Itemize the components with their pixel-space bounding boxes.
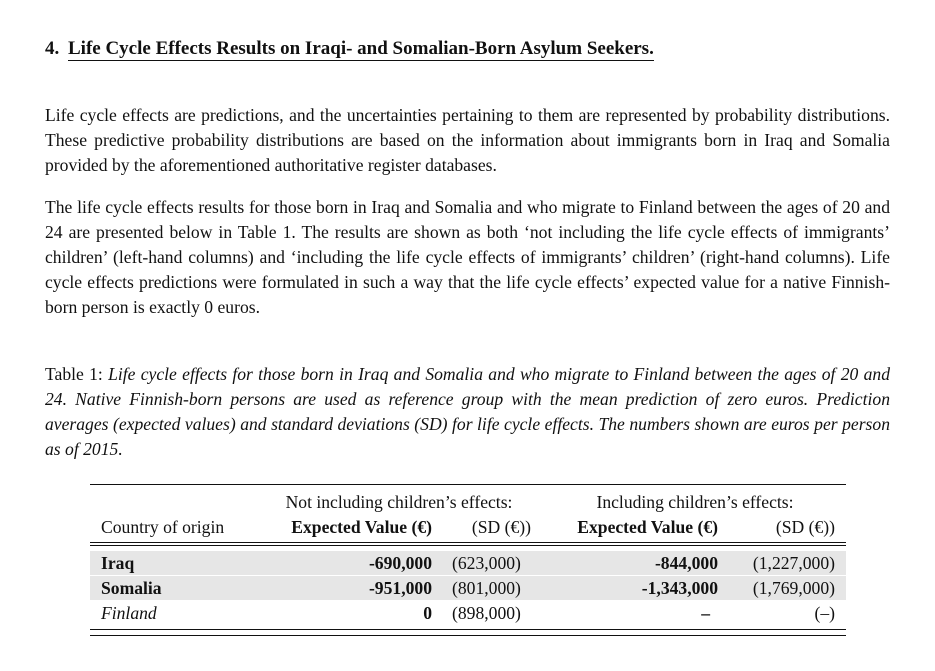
table-cell: -1,343,000	[641, 578, 718, 598]
table-cell: (898,000)	[452, 603, 521, 623]
table-rule	[90, 542, 846, 543]
group-header: Not including children’s effects:	[285, 492, 513, 512]
row-shade	[90, 551, 846, 575]
paragraph: The life cycle effects results for those…	[45, 197, 890, 317]
paragraph: Life cycle effects are predictions, and …	[45, 105, 890, 175]
caption-text: Life cycle effects for those born in Ira…	[45, 364, 890, 459]
column-header: Country of origin	[101, 517, 225, 537]
table-rule	[90, 545, 846, 546]
table-cell: -951,000	[368, 578, 432, 598]
table-rule	[90, 635, 846, 636]
table-caption: Table 1: Life cycle effects for those bo…	[45, 362, 890, 462]
column-header: Expected Value (€)	[577, 517, 718, 537]
section-number: 4.	[45, 38, 60, 59]
table-cell: (–)	[814, 603, 835, 623]
column-header: Expected Value (€)	[291, 517, 432, 537]
row-label: Finland	[101, 603, 157, 623]
table-cell: (801,000)	[452, 578, 521, 598]
group-header: Including children’s effects:	[596, 492, 794, 512]
caption-label: Table 1:	[45, 364, 103, 384]
row-label: Iraq	[101, 553, 135, 573]
table-cell: -844,000	[654, 553, 718, 573]
table-cell: (623,000)	[452, 553, 521, 573]
table-rule	[90, 484, 846, 485]
column-header: (SD (€))	[775, 517, 835, 537]
table-cell: (1,227,000)	[752, 553, 835, 573]
table-rule	[90, 629, 846, 630]
table-cell: –	[701, 603, 710, 623]
table-cell: 0	[423, 603, 432, 623]
table-cell: (1,769,000)	[752, 578, 835, 598]
section-title: Life Cycle Effects Results on Iraqi- and…	[68, 38, 654, 61]
row-label: Somalia	[101, 578, 162, 598]
row-shade	[90, 576, 846, 600]
column-header: (SD (€))	[471, 517, 531, 537]
table-cell: -690,000	[368, 553, 432, 573]
